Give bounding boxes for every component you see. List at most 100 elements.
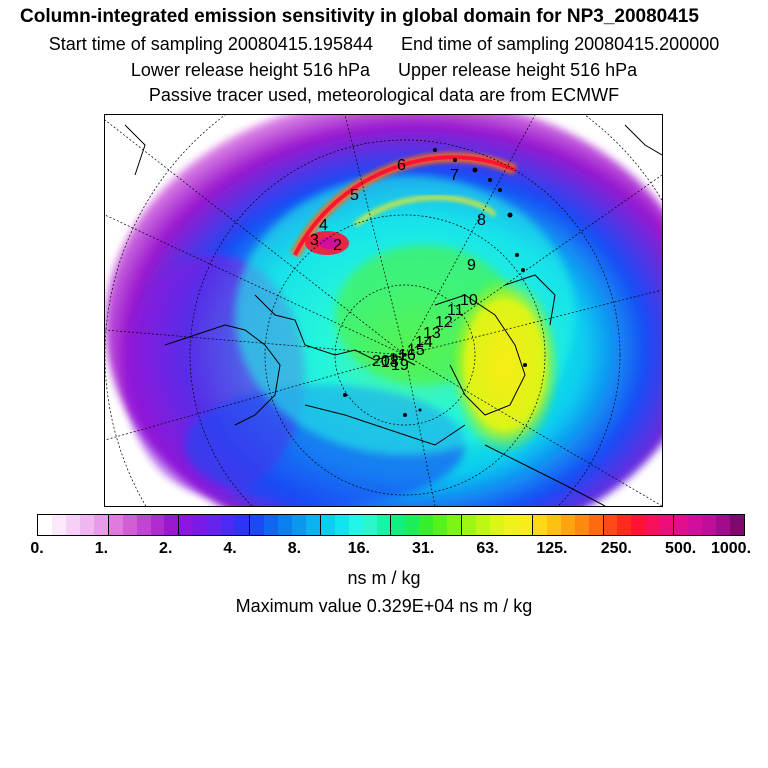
- colorbar-segment: [178, 515, 194, 535]
- colorbar-segment: [65, 515, 80, 535]
- track-label: 10: [460, 292, 478, 309]
- colorbar-segment: [334, 515, 349, 535]
- track-label: 9: [467, 257, 476, 274]
- polar-map: 6 7 5 8 4 3 2 9 10 11 12 13 14 15 16 17 …: [104, 114, 663, 507]
- coastlines: [124, 124, 662, 506]
- island-specks: [343, 148, 527, 417]
- track-label: 19: [391, 357, 409, 374]
- track-label: 16: [398, 347, 416, 364]
- end-time-label: End time of sampling 20080415.200000: [401, 34, 720, 54]
- colorbar-segment: [631, 515, 646, 535]
- colorbar-tick-label: 125.: [536, 540, 568, 557]
- colorbar-segment: [235, 515, 250, 535]
- colorbar-segment: [574, 515, 589, 535]
- track-label: 6: [397, 157, 406, 174]
- track-label: 8: [477, 212, 486, 229]
- colorbar: [37, 514, 745, 536]
- tracer-note: Passive tracer used, meteorological data…: [148, 85, 620, 105]
- colorbar-segment: [221, 515, 236, 535]
- colorbar-segment: [659, 515, 674, 535]
- colorbar-segment: [716, 515, 730, 535]
- track-label: 20: [372, 353, 390, 370]
- colorbar-segment: [673, 515, 689, 535]
- track-label: 14: [415, 334, 433, 351]
- colorbar-segment: [164, 515, 179, 535]
- track-label: 4: [319, 217, 328, 234]
- colorbar-segment: [546, 515, 561, 535]
- colorbar-segment: [136, 515, 151, 535]
- plot-title: Column-integrated emission sensitivity i…: [20, 6, 699, 27]
- colorbar-segment: [461, 515, 477, 535]
- colorbar-segment: [560, 515, 575, 535]
- colorbar-segment: [602, 515, 618, 535]
- colorbar-tick-label: 250.: [600, 540, 632, 557]
- colorbar-segment: [150, 515, 165, 535]
- maximum-value-text: Maximum value 0.329E+04 ns m / kg: [235, 596, 533, 616]
- colorbar-tick-label: 500.: [665, 540, 697, 557]
- colorbar-segment: [490, 515, 504, 535]
- colorbar-segment: [207, 515, 222, 535]
- colorbar-segment: [531, 515, 547, 535]
- colorbar-segment: [348, 515, 363, 535]
- colorbar-segment: [305, 515, 320, 535]
- colorbar-segment: [433, 515, 448, 535]
- source-hotspot-core: [319, 237, 339, 249]
- colorbar-segment: [617, 515, 632, 535]
- track-label: 11: [447, 302, 464, 319]
- plume-arc-inner: [353, 195, 497, 227]
- colorbar-segment: [79, 515, 94, 535]
- colorbar-tick-label: 2.: [159, 540, 173, 557]
- colorbar-segment: [51, 515, 66, 535]
- emission-sensitivity-map: 6 7 5 8 4 3 2 9 10 11 12 13 14 15 16 17 …: [105, 115, 662, 506]
- colorbar-tick-labels: 0. 1. 2. 4. 8. 16. 31. 63. 125. 250. 500. 1000.: [0, 540, 768, 560]
- start-time-label: Start time of sampling 20080415.195844: [48, 34, 373, 54]
- yellow-region-east: [450, 275, 560, 455]
- track-label: 5: [350, 187, 359, 204]
- colorbar-segment: [419, 515, 434, 535]
- track-label: 15: [407, 342, 425, 359]
- colorbar-segment: [107, 515, 123, 535]
- colorbar-segment: [319, 515, 335, 535]
- colorbar-segment: [291, 515, 306, 535]
- track-label: 17: [389, 351, 407, 368]
- release-height-row: Lower release height 516 hPa Upper releas…: [0, 60, 768, 81]
- colorbar-segment: [390, 515, 406, 535]
- colorbar-tick-label: 16.: [347, 540, 370, 557]
- colorbar-segment: [264, 515, 278, 535]
- colorbar-segment: [38, 515, 52, 535]
- track-label: 7: [450, 167, 459, 184]
- colorbar-segment: [588, 515, 603, 535]
- track-label: 12: [435, 314, 453, 331]
- colorbar-tick-label: 1.: [94, 540, 109, 557]
- colorbar-segment: [702, 515, 716, 535]
- colorbar-segment: [277, 515, 292, 535]
- lower-release-label: Lower release height 516 hPa: [130, 60, 370, 80]
- colorbar-segment: [249, 515, 264, 535]
- colorbar-tick-label: 8.: [287, 540, 302, 557]
- sampling-time-row: Start time of sampling 20080415.195844 En…: [0, 34, 768, 55]
- colorbar-segment: [517, 515, 532, 535]
- colorbar-segment: [729, 515, 744, 535]
- colorbar-units: ns m / kg: [347, 568, 421, 588]
- plume-arc-core: [293, 155, 516, 256]
- upper-release-label: Upper release height 516 hPa: [398, 60, 638, 80]
- colorbar-segment: [447, 515, 462, 535]
- colorbar-tick-label: 0.: [30, 540, 44, 557]
- colorbar-segment: [476, 515, 490, 535]
- colorbar-tick-label: 63.: [476, 540, 499, 557]
- colorbar-segment: [405, 515, 420, 535]
- colorbar-segment: [362, 515, 377, 535]
- colorbar-segment: [688, 515, 703, 535]
- track-label: 13: [423, 325, 441, 342]
- colorbar-segment: [122, 515, 137, 535]
- colorbar-segment: [376, 515, 391, 535]
- colorbar-segment: [645, 515, 660, 535]
- colorbar-tick-label: 31.: [412, 540, 435, 557]
- graticule: [105, 115, 662, 506]
- colorbar-segment: [193, 515, 208, 535]
- track-labels: 6 7 5 8 4 3 2 9 10 11 12 13 14 15 16 17 …: [310, 157, 486, 374]
- track-label: 3: [310, 232, 319, 249]
- colorbar-segment: [93, 515, 108, 535]
- track-label: 2: [333, 237, 342, 254]
- colorbar-tick-label: 4.: [223, 540, 237, 557]
